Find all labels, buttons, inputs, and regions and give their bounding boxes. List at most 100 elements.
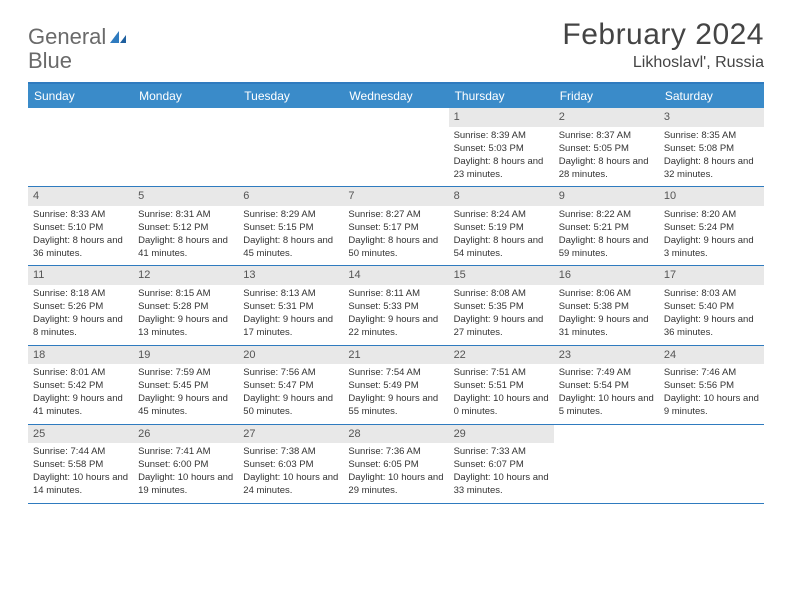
day-body: Sunrise: 7:51 AMSunset: 5:51 PMDaylight:… [449, 364, 554, 423]
sunset-text: Sunset: 5:03 PM [454, 143, 549, 156]
day-cell: 21Sunrise: 7:54 AMSunset: 5:49 PMDayligh… [343, 346, 448, 424]
sunset-text: Sunset: 5:31 PM [243, 301, 338, 314]
day-number: 18 [28, 346, 133, 365]
sunset-text: Sunset: 5:19 PM [454, 222, 549, 235]
sunset-text: Sunset: 5:49 PM [348, 380, 443, 393]
daylight-text: Daylight: 9 hours and 55 minutes. [348, 393, 443, 419]
day-cell: 7Sunrise: 8:27 AMSunset: 5:17 PMDaylight… [343, 187, 448, 265]
day-cell: 2Sunrise: 8:37 AMSunset: 5:05 PMDaylight… [554, 108, 659, 186]
daylight-text: Daylight: 10 hours and 5 minutes. [559, 393, 654, 419]
sunrise-text: Sunrise: 8:18 AM [33, 288, 128, 301]
day-number: 15 [449, 266, 554, 285]
day-number: 23 [554, 346, 659, 365]
daylight-text: Daylight: 8 hours and 59 minutes. [559, 235, 654, 261]
sunset-text: Sunset: 5:35 PM [454, 301, 549, 314]
sunset-text: Sunset: 5:54 PM [559, 380, 654, 393]
sunrise-text: Sunrise: 7:56 AM [243, 367, 338, 380]
day-number: 22 [449, 346, 554, 365]
sunset-text: Sunset: 5:10 PM [33, 222, 128, 235]
empty-day-cell [554, 425, 659, 503]
calendar-page: General Blue February 2024 Likhoslavl', … [0, 0, 792, 522]
day-number: 20 [238, 346, 343, 365]
day-body: Sunrise: 8:27 AMSunset: 5:17 PMDaylight:… [343, 206, 448, 265]
sunrise-text: Sunrise: 8:06 AM [559, 288, 654, 301]
daylight-text: Daylight: 9 hours and 41 minutes. [33, 393, 128, 419]
day-body: Sunrise: 8:22 AMSunset: 5:21 PMDaylight:… [554, 206, 659, 265]
day-number: 17 [659, 266, 764, 285]
sunrise-text: Sunrise: 7:51 AM [454, 367, 549, 380]
day-cell: 13Sunrise: 8:13 AMSunset: 5:31 PMDayligh… [238, 266, 343, 344]
day-body: Sunrise: 8:15 AMSunset: 5:28 PMDaylight:… [133, 285, 238, 344]
day-number: 3 [659, 108, 764, 127]
day-cell: 18Sunrise: 8:01 AMSunset: 5:42 PMDayligh… [28, 346, 133, 424]
header: General Blue February 2024 Likhoslavl', … [28, 18, 764, 72]
day-number: 10 [659, 187, 764, 206]
sunrise-text: Sunrise: 7:36 AM [348, 446, 443, 459]
day-body: Sunrise: 7:59 AMSunset: 5:45 PMDaylight:… [133, 364, 238, 423]
day-cell: 26Sunrise: 7:41 AMSunset: 6:00 PMDayligh… [133, 425, 238, 503]
day-body: Sunrise: 8:20 AMSunset: 5:24 PMDaylight:… [659, 206, 764, 265]
day-number: 12 [133, 266, 238, 285]
daylight-text: Daylight: 8 hours and 32 minutes. [664, 156, 759, 182]
daylight-text: Daylight: 8 hours and 23 minutes. [454, 156, 549, 182]
day-body: Sunrise: 8:01 AMSunset: 5:42 PMDaylight:… [28, 364, 133, 423]
empty-day-cell [133, 108, 238, 186]
sunset-text: Sunset: 5:47 PM [243, 380, 338, 393]
day-cell: 29Sunrise: 7:33 AMSunset: 6:07 PMDayligh… [449, 425, 554, 503]
daylight-text: Daylight: 9 hours and 17 minutes. [243, 314, 338, 340]
day-cell: 28Sunrise: 7:36 AMSunset: 6:05 PMDayligh… [343, 425, 448, 503]
brand-name-blue: Blue [28, 50, 128, 72]
brand-name-gray: General [28, 24, 106, 49]
daylight-text: Daylight: 9 hours and 3 minutes. [664, 235, 759, 261]
sunset-text: Sunset: 5:38 PM [559, 301, 654, 314]
sunrise-text: Sunrise: 8:37 AM [559, 130, 654, 143]
day-cell: 27Sunrise: 7:38 AMSunset: 6:03 PMDayligh… [238, 425, 343, 503]
day-cell: 25Sunrise: 7:44 AMSunset: 5:58 PMDayligh… [28, 425, 133, 503]
brand-sail-icon [108, 29, 128, 50]
sunset-text: Sunset: 6:03 PM [243, 459, 338, 472]
daylight-text: Daylight: 9 hours and 45 minutes. [138, 393, 233, 419]
sunrise-text: Sunrise: 8:33 AM [33, 209, 128, 222]
day-number: 11 [28, 266, 133, 285]
sunrise-text: Sunrise: 8:08 AM [454, 288, 549, 301]
weekday-header: Wednesday [343, 84, 448, 108]
sunrise-text: Sunrise: 8:39 AM [454, 130, 549, 143]
day-body: Sunrise: 8:39 AMSunset: 5:03 PMDaylight:… [449, 127, 554, 186]
day-number: 24 [659, 346, 764, 365]
title-block: February 2024 Likhoslavl', Russia [562, 18, 764, 72]
day-number: 4 [28, 187, 133, 206]
sunrise-text: Sunrise: 7:46 AM [664, 367, 759, 380]
daylight-text: Daylight: 8 hours and 28 minutes. [559, 156, 654, 182]
sunset-text: Sunset: 5:42 PM [33, 380, 128, 393]
day-cell: 6Sunrise: 8:29 AMSunset: 5:15 PMDaylight… [238, 187, 343, 265]
weekday-header: Monday [133, 84, 238, 108]
sunset-text: Sunset: 5:58 PM [33, 459, 128, 472]
week-row: 1Sunrise: 8:39 AMSunset: 5:03 PMDaylight… [28, 108, 764, 187]
sunrise-text: Sunrise: 8:27 AM [348, 209, 443, 222]
day-body: Sunrise: 7:49 AMSunset: 5:54 PMDaylight:… [554, 364, 659, 423]
empty-day-cell [659, 425, 764, 503]
daylight-text: Daylight: 9 hours and 13 minutes. [138, 314, 233, 340]
sunrise-text: Sunrise: 8:15 AM [138, 288, 233, 301]
day-body: Sunrise: 7:54 AMSunset: 5:49 PMDaylight:… [343, 364, 448, 423]
sunrise-text: Sunrise: 8:03 AM [664, 288, 759, 301]
weeks-container: 1Sunrise: 8:39 AMSunset: 5:03 PMDaylight… [28, 108, 764, 503]
daylight-text: Daylight: 8 hours and 54 minutes. [454, 235, 549, 261]
day-number: 2 [554, 108, 659, 127]
sunset-text: Sunset: 6:00 PM [138, 459, 233, 472]
daylight-text: Daylight: 10 hours and 9 minutes. [664, 393, 759, 419]
day-number: 9 [554, 187, 659, 206]
daylight-text: Daylight: 10 hours and 29 minutes. [348, 472, 443, 498]
sunrise-text: Sunrise: 7:59 AM [138, 367, 233, 380]
day-body: Sunrise: 8:37 AMSunset: 5:05 PMDaylight:… [554, 127, 659, 186]
day-body: Sunrise: 8:24 AMSunset: 5:19 PMDaylight:… [449, 206, 554, 265]
empty-day-cell [238, 108, 343, 186]
sunset-text: Sunset: 5:26 PM [33, 301, 128, 314]
day-body: Sunrise: 8:18 AMSunset: 5:26 PMDaylight:… [28, 285, 133, 344]
day-body: Sunrise: 8:06 AMSunset: 5:38 PMDaylight:… [554, 285, 659, 344]
day-body: Sunrise: 8:29 AMSunset: 5:15 PMDaylight:… [238, 206, 343, 265]
sunset-text: Sunset: 5:45 PM [138, 380, 233, 393]
day-body: Sunrise: 8:31 AMSunset: 5:12 PMDaylight:… [133, 206, 238, 265]
day-number: 8 [449, 187, 554, 206]
day-number: 27 [238, 425, 343, 444]
